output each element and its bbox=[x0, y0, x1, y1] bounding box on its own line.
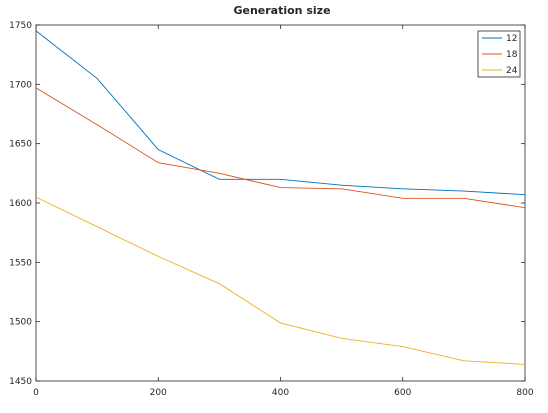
x-tick-label: 800 bbox=[516, 388, 533, 398]
x-tick-label: 200 bbox=[150, 388, 167, 398]
y-tick-label: 1600 bbox=[9, 199, 32, 209]
y-tick-label: 1500 bbox=[9, 318, 32, 328]
series-line-24 bbox=[35, 196, 526, 365]
legend-label-18: 18 bbox=[506, 50, 518, 60]
x-tick-label: 0 bbox=[33, 388, 39, 398]
series-line-12 bbox=[35, 30, 526, 196]
y-tick-label: 1550 bbox=[9, 258, 32, 268]
x-tick-label: 400 bbox=[272, 388, 289, 398]
legend-label-12: 12 bbox=[506, 34, 517, 44]
legend: 12 18 24 bbox=[477, 30, 521, 78]
series-lines bbox=[35, 30, 526, 365]
series-line-18 bbox=[35, 87, 526, 209]
axis-ticks: 0 200 400 600 800 1450 1500 1550 1600 1650 1700 175… bbox=[9, 21, 534, 398]
chart-title: Generation size bbox=[233, 4, 330, 17]
plot-area bbox=[35, 24, 526, 382]
y-tick-label: 1750 bbox=[9, 21, 32, 31]
legend-label-24: 24 bbox=[506, 66, 518, 76]
x-tick-label: 600 bbox=[394, 388, 411, 398]
y-tick-label: 1450 bbox=[9, 377, 32, 387]
y-tick-label: 1650 bbox=[9, 140, 32, 150]
legend-items: 12 18 24 bbox=[482, 34, 518, 76]
y-tick-label: 1700 bbox=[9, 80, 32, 90]
